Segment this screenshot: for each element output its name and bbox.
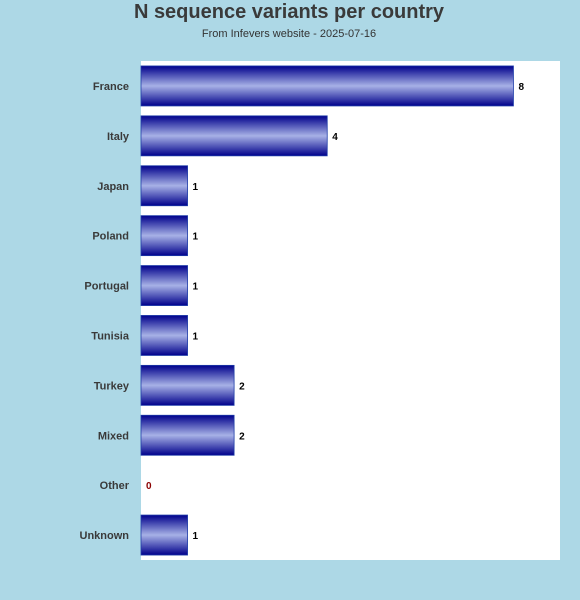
chart-subtitle: From Infevers website - 2025-07-16 (201, 28, 377, 40)
category-label: Poland (92, 231, 129, 243)
value-label: 2 (239, 381, 245, 392)
value-label: 1 (193, 331, 199, 342)
bar (140, 514, 188, 556)
bar (140, 265, 188, 306)
bar (140, 315, 188, 356)
bar (140, 364, 235, 406)
category-label: Italy (107, 131, 130, 143)
value-label: 0 (146, 481, 152, 492)
value-label: 8 (518, 82, 524, 93)
chart-title: N sequence variants per country (133, 1, 445, 23)
category-label: Tunisia (91, 330, 130, 342)
category-label: Portugal (84, 281, 129, 293)
bar (140, 414, 235, 456)
category-label: Other (100, 480, 130, 492)
category-label: Unknown (80, 530, 130, 542)
value-label: 4 (332, 132, 338, 143)
value-label: 2 (239, 431, 245, 442)
chart-marks: France 8 Italy 4 Japan 1 Poland 1 Portugal 1 Tunis… (80, 65, 524, 556)
value-label: 1 (193, 531, 199, 542)
bar (140, 115, 328, 157)
bar (140, 165, 188, 207)
bar (140, 215, 188, 257)
category-label: France (93, 81, 129, 93)
value-label: 1 (193, 182, 199, 193)
value-label: 1 (193, 232, 199, 243)
category-label: Turkey (94, 380, 130, 392)
bar (140, 65, 514, 107)
category-label: Japan (97, 181, 129, 193)
value-label: 1 (193, 282, 199, 293)
category-label: Mixed (98, 430, 129, 442)
